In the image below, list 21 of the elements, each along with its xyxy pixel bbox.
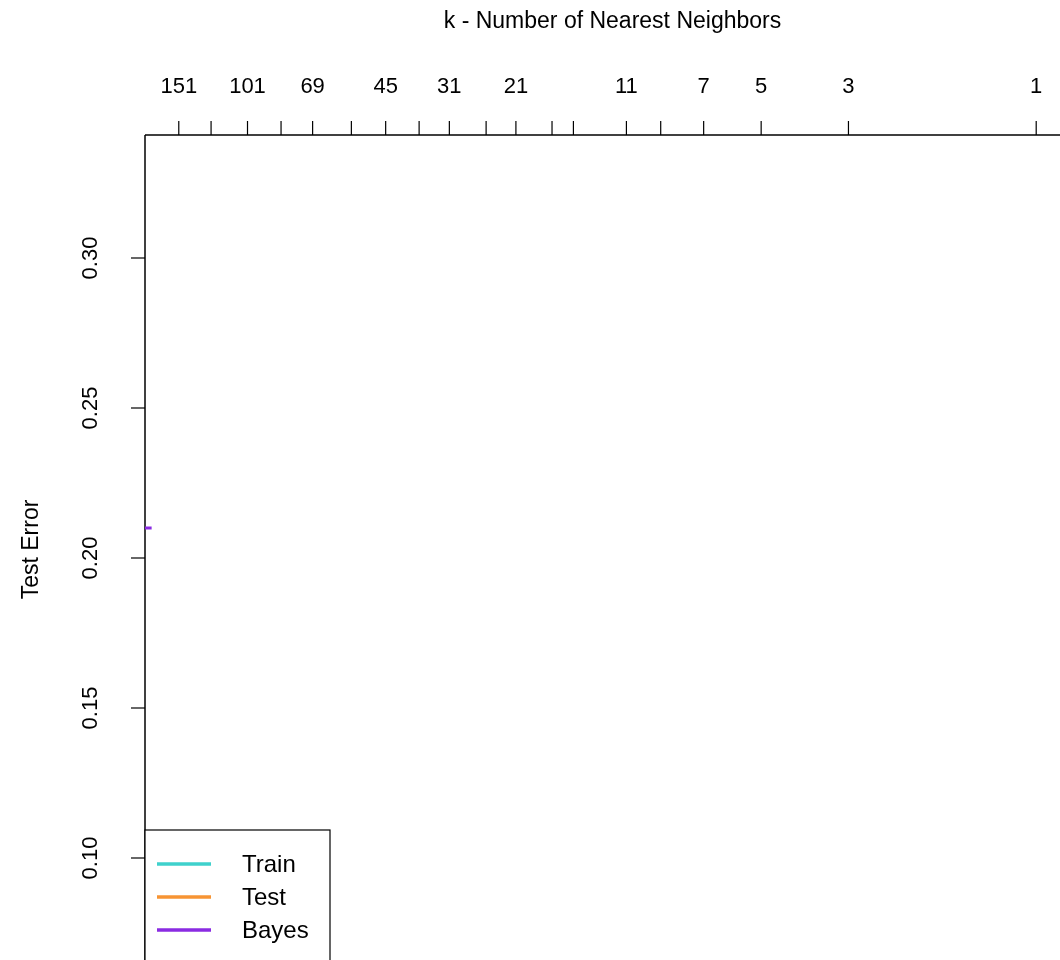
y-tick-label: 0.30 — [77, 236, 102, 280]
x-tick-label: 7 — [697, 73, 710, 98]
x-tick-label: 69 — [300, 73, 325, 98]
x-tick-label: 3 — [842, 73, 855, 98]
x-tick-label: 151 — [160, 73, 198, 98]
x-tick-label: 101 — [229, 73, 266, 98]
x-tick-label: 5 — [755, 73, 768, 98]
y-axis-title: Test Error — [17, 499, 43, 600]
y-tick-label: 0.25 — [77, 386, 102, 430]
x-tick-label: 45 — [373, 73, 398, 98]
y-tick-label: 0.15 — [77, 686, 102, 730]
x-axis-title: k - Number of Nearest Neighbors — [443, 7, 782, 33]
x-tick-label: 11 — [614, 73, 638, 98]
legend-label: Train — [242, 850, 296, 877]
legend-label: Bayes — [242, 916, 309, 943]
legend-label: Test — [242, 883, 287, 910]
x-tick-label: 31 — [437, 73, 462, 98]
y-tick-label: 0.20 — [77, 536, 102, 580]
y-tick-label: 0.10 — [77, 836, 102, 880]
x-tick-label: 21 — [503, 73, 529, 98]
x-tick-label: 1 — [1030, 73, 1043, 98]
